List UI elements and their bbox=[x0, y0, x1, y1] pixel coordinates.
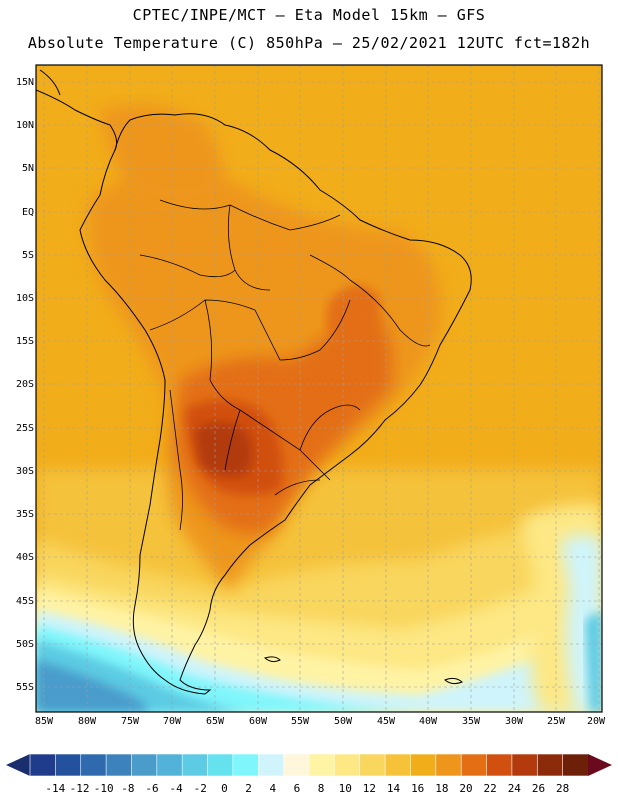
colorbar-cell bbox=[562, 753, 589, 777]
colorbar-cell bbox=[80, 753, 107, 777]
colorbar-label: 14 bbox=[386, 782, 401, 795]
colorbar-cell bbox=[55, 753, 82, 777]
colorbar-label: 2 bbox=[245, 782, 252, 795]
colorbar-label: 20 bbox=[459, 782, 473, 795]
colorbar-cell bbox=[308, 753, 336, 777]
colorbar-cell bbox=[232, 753, 260, 777]
colorbar-label: 10 bbox=[338, 782, 352, 795]
colorbar-cell bbox=[334, 753, 361, 777]
colorbar-label: 8 bbox=[317, 782, 325, 795]
colorbar-label: 26 bbox=[531, 782, 546, 795]
colorbar-label: 4 bbox=[269, 782, 277, 795]
colorbar-label: -6 bbox=[145, 782, 159, 795]
lat-label: 35S bbox=[15, 509, 34, 520]
map-subtitle: Absolute Temperature (C) 850hPa – 25/02/… bbox=[27, 34, 591, 52]
lat-label: 15N bbox=[15, 77, 34, 88]
colorbar-label: 28 bbox=[556, 782, 570, 795]
colorbar-left-arrow bbox=[6, 754, 30, 776]
colorbar-cell bbox=[359, 753, 386, 777]
lat-label: 40S bbox=[15, 552, 34, 563]
colorbar-right-arrow bbox=[588, 754, 612, 776]
lat-label: 45S bbox=[15, 596, 34, 607]
lat-label: 10N bbox=[15, 120, 34, 131]
lon-label: 65W bbox=[205, 716, 225, 727]
graticule bbox=[36, 65, 602, 712]
lat-label: 10S bbox=[15, 293, 34, 304]
color-bar bbox=[6, 753, 612, 777]
lat-label: EQ bbox=[21, 207, 34, 218]
colorbar-label: 22 bbox=[483, 782, 497, 795]
lat-label: 20S bbox=[15, 379, 34, 390]
colorbar-cell bbox=[511, 753, 539, 777]
plot-frame bbox=[35, 64, 603, 713]
lat-label: 30S bbox=[15, 466, 34, 477]
lon-label: 20W bbox=[586, 716, 606, 727]
colorbar-label: -10 bbox=[93, 782, 114, 795]
lon-label: 80W bbox=[77, 716, 97, 727]
colorbar-cell bbox=[29, 753, 57, 777]
colorbar-label: 0 bbox=[221, 782, 228, 795]
lat-label: 5N bbox=[21, 163, 34, 174]
lon-label: 30W bbox=[504, 716, 524, 727]
colorbar-cell bbox=[131, 753, 158, 777]
temperature-field bbox=[36, 65, 602, 712]
colorbar-cell bbox=[410, 753, 437, 777]
colorbar-label: 18 bbox=[435, 782, 449, 795]
colorbar-label: 6 bbox=[293, 782, 301, 795]
colorbar-label: 12 bbox=[362, 782, 376, 795]
lon-label: 35W bbox=[461, 716, 481, 727]
lon-label: 45W bbox=[376, 716, 396, 727]
colorbar-cell bbox=[283, 753, 310, 777]
colorbar-cell bbox=[207, 753, 234, 777]
colorbar-label: 16 bbox=[411, 782, 425, 795]
colorbar-label: 24 bbox=[507, 782, 521, 795]
colorbar-label: -2 bbox=[193, 782, 207, 795]
map-title: CPTEC/INPE/MCT – Eta Model 15km – GFS bbox=[132, 6, 486, 24]
coastline bbox=[36, 69, 472, 695]
colorbar-label: -12 bbox=[69, 782, 90, 795]
colorbar-cell bbox=[181, 753, 209, 777]
lat-label: 25S bbox=[15, 423, 34, 434]
colorbar-cell bbox=[486, 753, 513, 777]
colorbar-cell bbox=[105, 753, 133, 777]
colorbar-label: -4 bbox=[169, 782, 183, 795]
colorbar-label: -8 bbox=[121, 782, 135, 795]
lon-label: 70W bbox=[162, 716, 182, 727]
lon-label: 75W bbox=[120, 716, 140, 727]
lat-label: 5S bbox=[21, 250, 34, 261]
lat-label: 15S bbox=[15, 336, 34, 347]
lat-label: 55S bbox=[15, 682, 34, 693]
lon-label: 25W bbox=[546, 716, 566, 727]
colorbar-cell bbox=[460, 753, 488, 777]
colorbar-label: -14 bbox=[45, 782, 66, 795]
lat-label: 50S bbox=[15, 639, 34, 650]
lon-label: 60W bbox=[248, 716, 268, 727]
colorbar-cell bbox=[156, 753, 183, 777]
colorbar-cell bbox=[384, 753, 412, 777]
lon-label: 50W bbox=[333, 716, 353, 727]
lon-label: 40W bbox=[418, 716, 438, 727]
lon-label: 85W bbox=[34, 716, 54, 727]
colorbar-cell bbox=[536, 753, 564, 777]
colorbar-cell bbox=[435, 753, 462, 777]
country-borders bbox=[139, 199, 431, 531]
lon-label: 55W bbox=[290, 716, 310, 727]
colorbar-cell bbox=[257, 753, 285, 777]
